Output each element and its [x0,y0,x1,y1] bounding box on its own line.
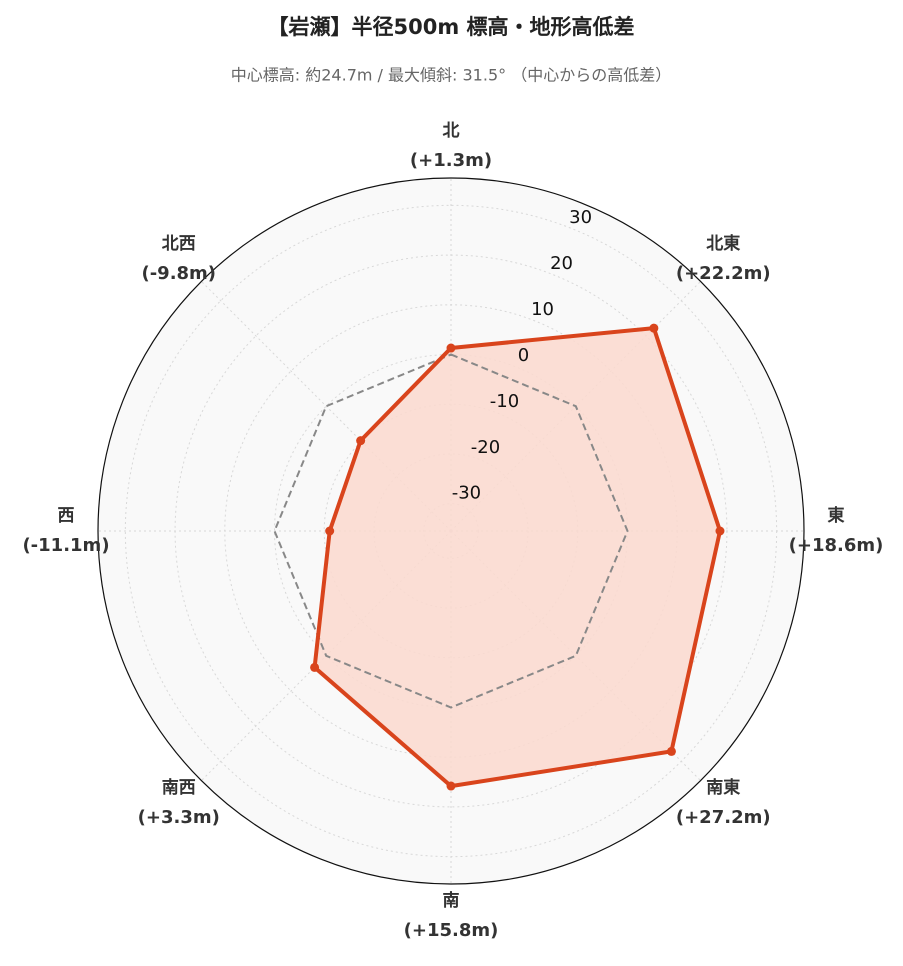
tick-label: -30 [452,483,481,504]
point [325,526,335,536]
plot-border [97,177,805,885]
value-label: (+1.3m) [410,150,492,171]
point [446,343,456,353]
category-label: 北東 [706,233,740,254]
spoke [201,281,452,532]
category-label: 南西 [162,777,196,798]
chart-subtitle: 中心標高: 約24.7m / 最大傾斜: 31.5° （中心からの高低差） [231,66,671,85]
category-label: 北西 [162,234,196,254]
point [715,526,725,536]
chart-title: 【岩瀬】半径500m 標高・地形高低差 [267,15,634,39]
point [310,662,320,672]
value-label: (+15.8m) [404,920,499,941]
tick-label: 0 [518,345,529,366]
point [446,781,456,791]
value-label: (-11.1m) [22,535,109,556]
value-label: (+18.6m) [789,535,884,556]
category-label: 北 [443,121,460,141]
reference-line [273,353,629,709]
tick-label: 10 [531,299,554,320]
value-label: (-9.8m) [141,263,216,284]
tick-label: 30 [569,207,592,228]
point [649,323,659,333]
category-label: 西 [58,506,75,526]
category-label: 南 [443,890,460,911]
tick-label: 20 [550,253,573,274]
area [314,328,720,787]
category-label: 南東 [706,777,740,798]
point [666,746,676,756]
value-label: (+22.2m) [676,263,771,284]
point [356,436,366,446]
tick-label: -10 [490,391,519,412]
tick-label: -20 [471,437,500,458]
category-label: 東 [828,505,845,526]
value-label: (+27.2m) [676,807,771,828]
value-label: (+3.3m) [138,807,220,828]
